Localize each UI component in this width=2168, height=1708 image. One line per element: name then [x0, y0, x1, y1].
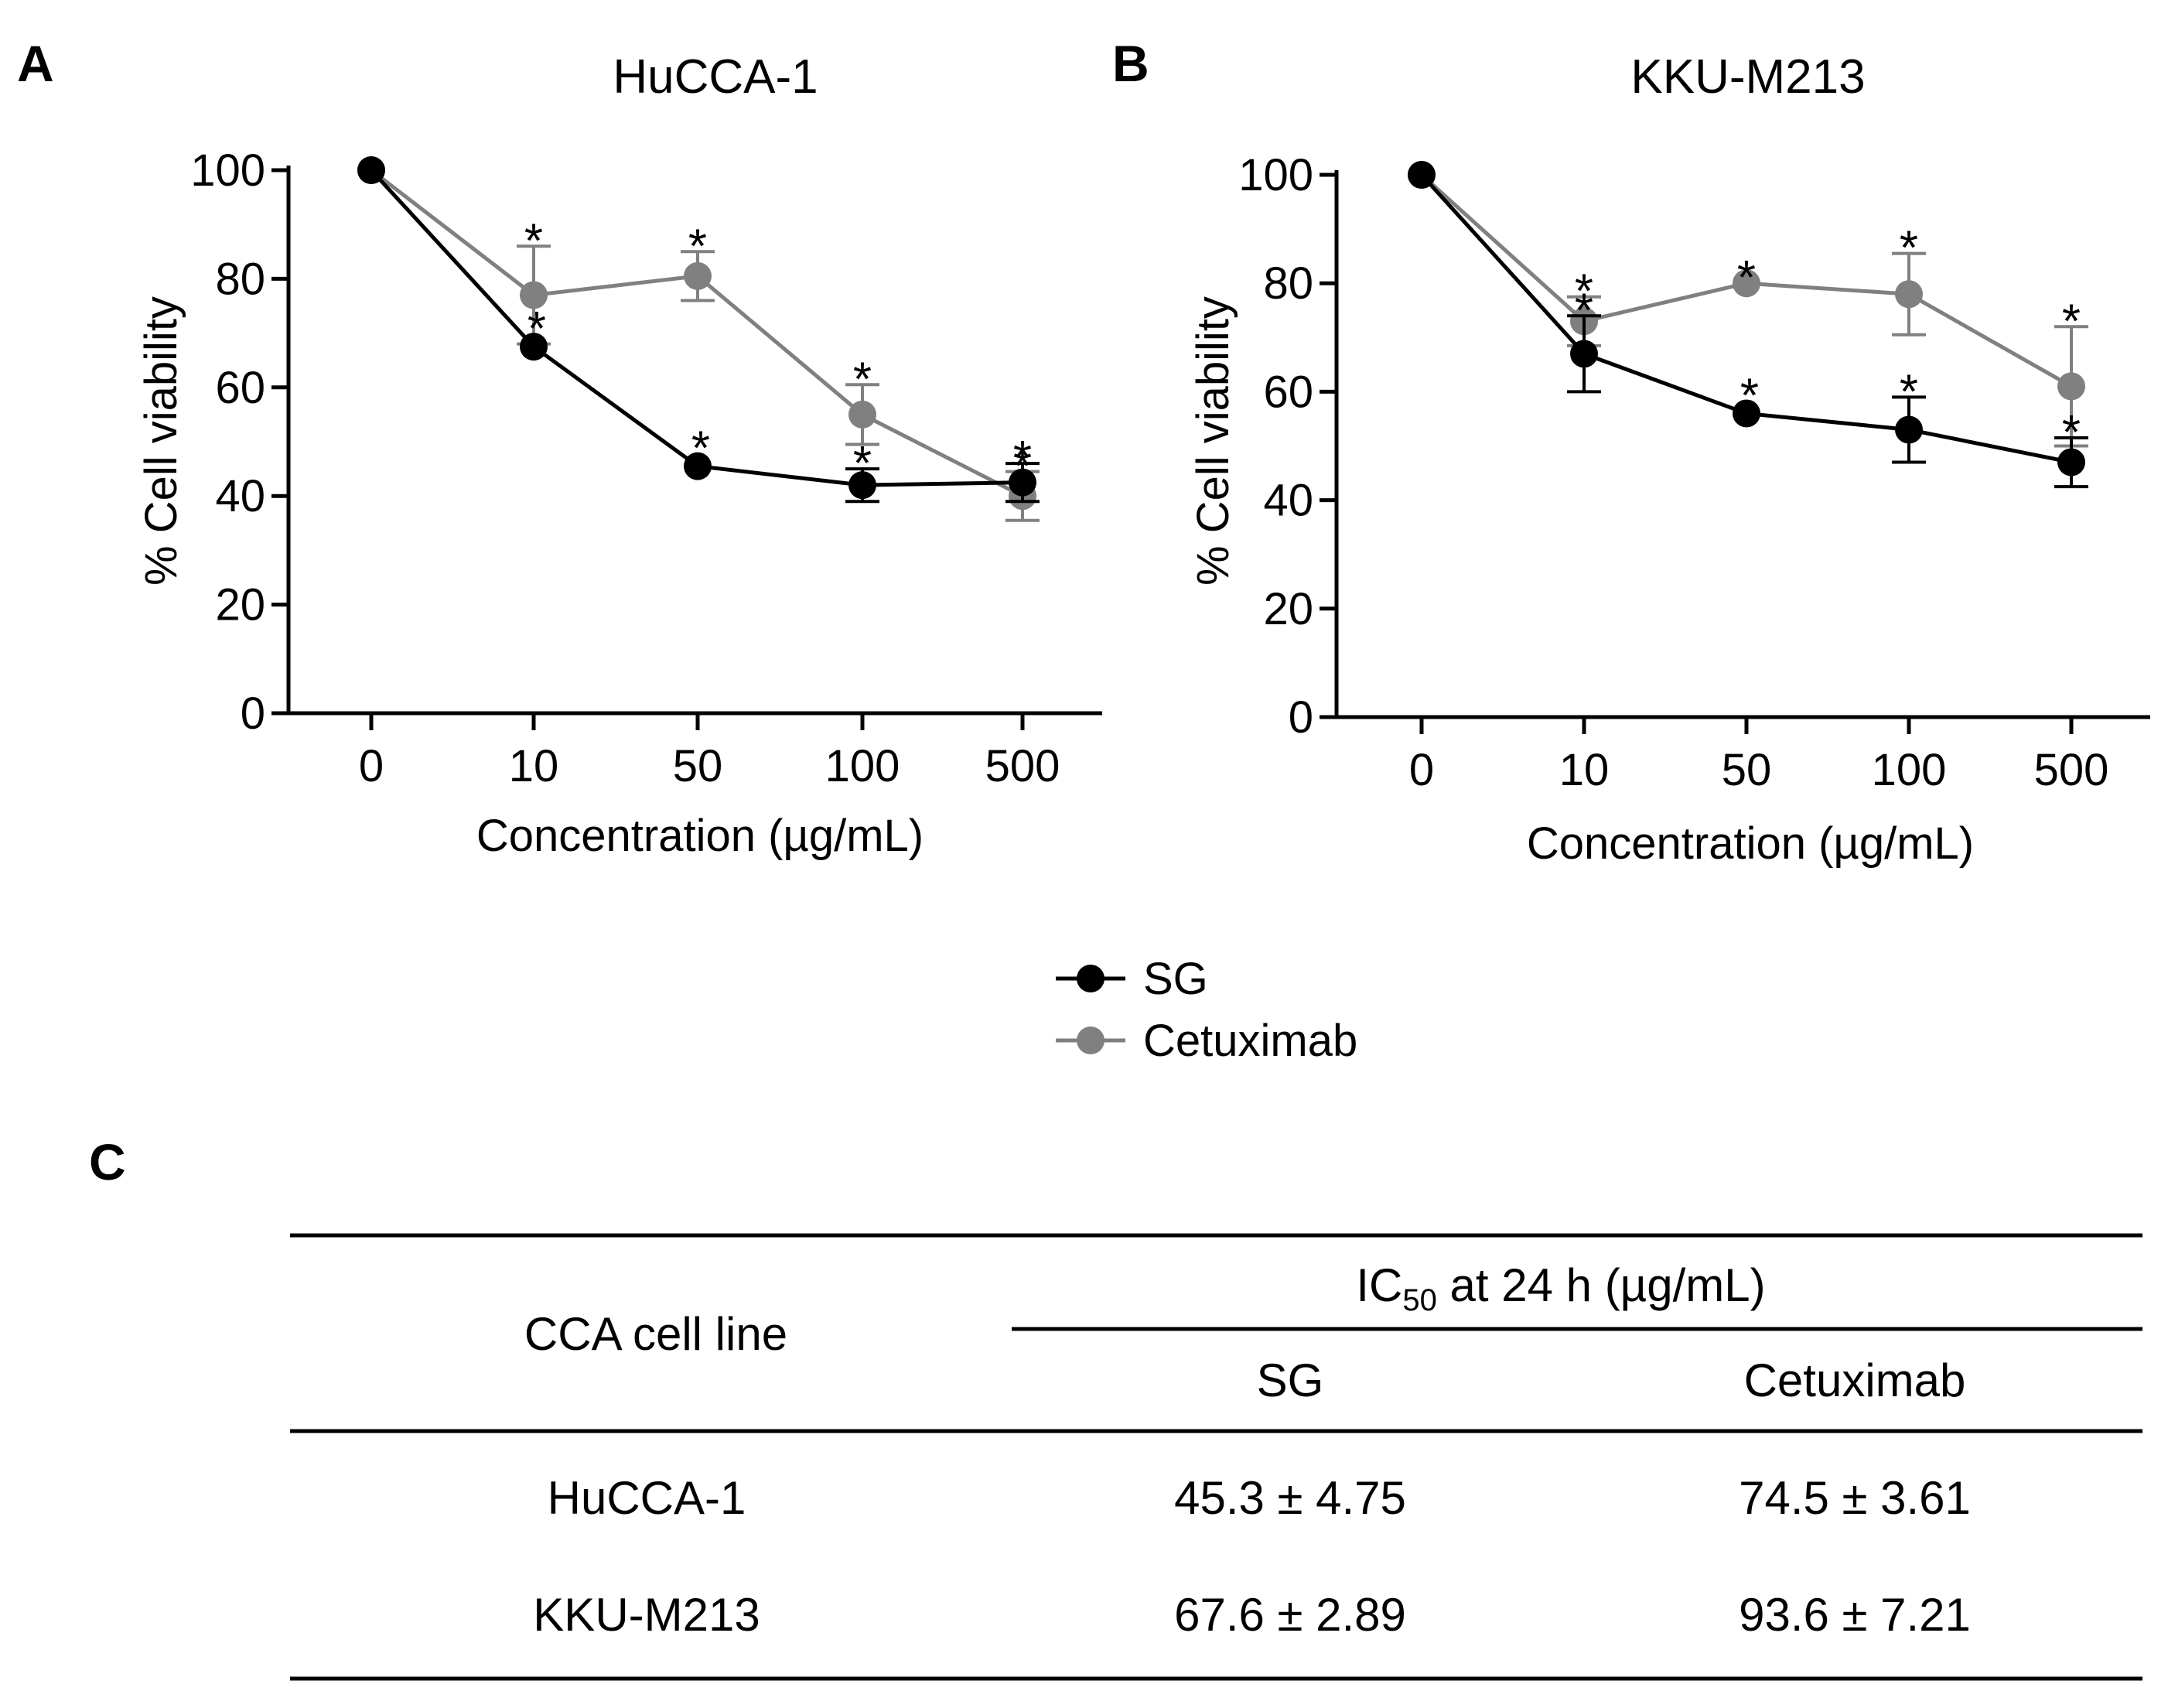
- y-tick-label: 100: [190, 145, 265, 196]
- ic-prefix: IC: [1356, 1259, 1402, 1311]
- data-point-sg: [684, 452, 712, 480]
- significance-star: *: [1740, 369, 1759, 422]
- significance-star: *: [853, 437, 872, 490]
- data-point-cetuximab: [1895, 280, 1923, 309]
- significance-star: *: [2062, 295, 2081, 348]
- data-point-sg: [848, 471, 876, 500]
- significance-star: *: [691, 422, 710, 476]
- y-tick-label: 0: [241, 688, 265, 739]
- significance-star: *: [1900, 365, 1918, 418]
- ic50-table: CCA cell line IC50 at 24 h (µg/mL) SG Ce…: [290, 1233, 2142, 1681]
- significance-star: *: [1013, 432, 1032, 485]
- series-sg: * * * *: [357, 156, 1040, 504]
- x-axis-label: Concentration (µg/mL): [1527, 818, 1974, 869]
- significance-star: *: [2062, 406, 2081, 459]
- x-tick-label: 10: [1559, 745, 1610, 795]
- x-tick-label: 50: [1722, 745, 1772, 795]
- data-point-cetuximab: [520, 281, 548, 309]
- table-row-2-sg: 67.6 ± 2.89: [1174, 1589, 1406, 1641]
- data-point-sg: [357, 156, 385, 184]
- y-tick-label: 20: [215, 580, 265, 630]
- x-tick-label: 500: [985, 741, 1060, 791]
- chart-panel-b: KKU-M213 0 20 40 60 80 100 0 10 50 100 500 Concentra…: [1188, 50, 2150, 869]
- x-tick-label: 10: [509, 741, 559, 791]
- legend-marker-sg: [1077, 965, 1104, 992]
- significance-star: *: [524, 214, 543, 268]
- data-point-sg: [1895, 415, 1923, 444]
- x-tick-label: 100: [825, 741, 900, 791]
- table-row-2-cell-line: KKU-M213: [533, 1589, 760, 1641]
- significance-star: *: [527, 302, 546, 356]
- data-point-sg: [1570, 340, 1598, 368]
- y-axis-label: % Cell viability: [1188, 296, 1238, 586]
- series-sg: ****: [1408, 161, 2088, 489]
- ic-subscript: 50: [1402, 1283, 1437, 1317]
- significance-star: *: [853, 353, 872, 406]
- legend-item-cetuximab: Cetuximab: [1056, 1016, 1357, 1066]
- y-axis-label: % Cell viability: [136, 296, 186, 586]
- significance-star: *: [1900, 222, 1918, 275]
- table-row-1-cell-line: HuCCA-1: [548, 1472, 746, 1524]
- table-row-1-sg: 45.3 ± 4.75: [1174, 1472, 1406, 1524]
- legend-marker-cetuximab: [1077, 1027, 1104, 1054]
- y-tick-label: 20: [1263, 584, 1313, 634]
- panel-letter-b: B: [1112, 35, 1149, 92]
- data-point-cetuximab: [1733, 269, 1760, 298]
- legend-label-cetuximab: Cetuximab: [1143, 1016, 1357, 1066]
- panel-letter-a: A: [17, 35, 54, 92]
- y-tick-label: 60: [215, 363, 265, 413]
- chart-title: HuCCA-1: [613, 50, 818, 104]
- data-point-cetuximab: [684, 261, 712, 290]
- significance-star: *: [1737, 251, 1756, 305]
- significance-star: *: [1575, 284, 1593, 337]
- data-point-sg: [1009, 468, 1036, 497]
- legend-item-sg: SG: [1056, 954, 1208, 1004]
- table-col-sg: SG: [1257, 1354, 1324, 1406]
- chart-title: KKU-M213: [1630, 50, 1865, 104]
- y-tick-label: 80: [1263, 258, 1313, 309]
- y-tick-label: 60: [1263, 367, 1313, 417]
- y-tick-label: 40: [1263, 476, 1313, 526]
- x-tick-label: 500: [2034, 745, 2109, 795]
- ic-suffix: at 24 h (µg/mL): [1437, 1259, 1766, 1311]
- significance-star: *: [1575, 265, 1593, 319]
- table-row-header: CCA cell line: [524, 1308, 787, 1360]
- legend: SG Cetuximab: [1056, 954, 1357, 1066]
- y-tick-label: 40: [215, 471, 265, 521]
- x-tick-label: 0: [359, 741, 384, 791]
- data-point-cetuximab: [2057, 372, 2085, 401]
- x-axis-label: Concentration (µg/mL): [476, 811, 924, 861]
- table-group-header: IC50 at 24 h (µg/mL): [1356, 1259, 1765, 1317]
- x-tick-label: 100: [1872, 745, 1947, 795]
- table-row-1-cetuximab: 74.5 ± 3.61: [1739, 1472, 1971, 1524]
- y-tick-label: 80: [215, 254, 265, 304]
- y-tick-label: 100: [1238, 150, 1313, 200]
- table-row-2-cetuximab: 93.6 ± 7.21: [1739, 1589, 1971, 1641]
- data-point-cetuximab: [848, 400, 876, 429]
- data-point-sg: [520, 333, 548, 361]
- x-tick-label: 0: [1409, 745, 1434, 795]
- legend-label-sg: SG: [1143, 954, 1208, 1004]
- data-point-sg: [1408, 161, 1436, 189]
- table-col-cetuximab: Cetuximab: [1744, 1354, 1966, 1406]
- x-tick-label: 50: [673, 741, 723, 791]
- data-point-sg: [2057, 448, 2085, 477]
- chart-panel-a: HuCCA-1 0 20 40 60 80 100 0 10 50 100 500 Concentrat…: [136, 50, 1102, 861]
- y-tick-label: 0: [1289, 692, 1313, 743]
- data-point-sg: [1733, 399, 1760, 428]
- panel-letter-c: C: [89, 1133, 126, 1190]
- significance-star: *: [688, 220, 707, 273]
